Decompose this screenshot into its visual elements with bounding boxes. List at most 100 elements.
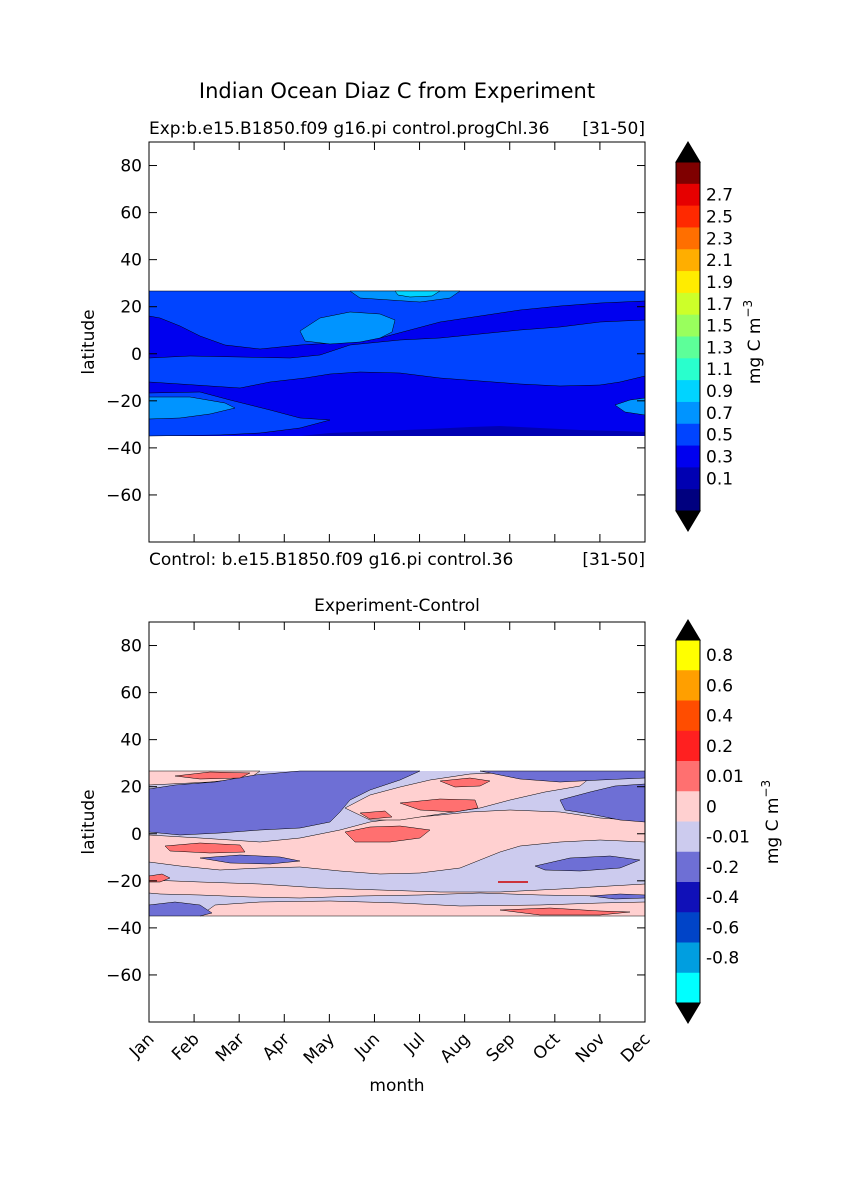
top-ylabel: latitude bbox=[79, 309, 99, 374]
p1-cbar-seg-3 bbox=[676, 227, 700, 250]
bottom-title: Experiment-Control bbox=[314, 596, 480, 616]
p2-ytick-label-5: −20 bbox=[106, 872, 142, 892]
bottom-field-strong-7 bbox=[499, 907, 631, 916]
p2-cbar-label-0: 0.8 bbox=[706, 646, 733, 666]
p2-ytick-label-4: 0 bbox=[131, 825, 142, 845]
p2-xtick-label-3: Apr bbox=[259, 1029, 294, 1064]
bottom-plot-frame bbox=[148, 621, 646, 1023]
p2-cbar-seg-1 bbox=[676, 670, 700, 701]
p2-cbar-label-7: -0.2 bbox=[706, 858, 739, 878]
top-field-se-max bbox=[614, 397, 645, 416]
bottom-field-neg-top bbox=[479, 770, 645, 783]
p1-ytick-label-4: 0 bbox=[131, 345, 142, 365]
p1-cbar-frame bbox=[675, 161, 701, 512]
p2-cbar-label-1: 0.6 bbox=[706, 676, 733, 696]
p2-cbar-seg-4 bbox=[676, 761, 700, 792]
figure-title: Indian Ocean Diaz C from Experiment bbox=[199, 79, 595, 103]
p2-xtick-label-5: Jun bbox=[350, 1029, 384, 1063]
p1-cbar-label-4: 1.9 bbox=[706, 273, 733, 293]
p1-cbar-seg-4 bbox=[676, 249, 700, 272]
p1-cbar-label-9: 0.9 bbox=[706, 382, 733, 402]
top-contour-field bbox=[149, 290, 645, 437]
p2-cbar-label-8: -0.4 bbox=[706, 888, 739, 908]
bottom-field-strong-8 bbox=[359, 810, 393, 820]
p2-xtick-label-9: Oct bbox=[529, 1029, 564, 1064]
p1-ytick-label-6: −40 bbox=[106, 439, 142, 459]
top-field-sw-max bbox=[149, 396, 236, 420]
bottom-colorbar: 0.8 0.6 0.4 0.2 0.01 0 -0.01 -0.2 -0.4 -0.6 -0.8 bbox=[675, 619, 750, 1024]
p2-cbar-label-6: -0.01 bbox=[706, 828, 750, 848]
bottom-field-pos-north2 bbox=[344, 771, 591, 821]
bottom-field-strong-2 bbox=[399, 798, 479, 813]
p1-cbar-label-13: 0.1 bbox=[706, 469, 733, 489]
p1-cbar-label-7: 1.3 bbox=[706, 338, 733, 358]
top-field-equator bbox=[149, 319, 645, 389]
p1-cbar-seg-11 bbox=[676, 401, 700, 425]
p2-xtick-label-0: Jan bbox=[125, 1029, 158, 1062]
bottom-field-strong-6 bbox=[149, 873, 171, 883]
bottom-field-neg-s1 bbox=[199, 854, 301, 865]
p1-cbar-under bbox=[675, 510, 701, 532]
bottom-field-neg-s3 bbox=[149, 901, 213, 917]
p1-ytick-label-5: −20 bbox=[106, 392, 142, 412]
p1-cbar-seg-10 bbox=[676, 380, 700, 403]
bottom-field-neg-s4 bbox=[589, 893, 645, 900]
p2-cbar-seg-3 bbox=[676, 730, 700, 762]
p2-xtick-label-7: Aug bbox=[437, 1029, 475, 1067]
p2-xtick-label-2: Mar bbox=[212, 1029, 249, 1066]
top-title-right: [31-50] bbox=[582, 119, 645, 139]
p2-cbar-seg-8 bbox=[676, 882, 700, 913]
p2-cbar-seg-10 bbox=[676, 942, 700, 974]
p1-cbar-seg-1 bbox=[676, 183, 700, 207]
bottom-field-strong-5 bbox=[174, 771, 251, 780]
p2-ytick-label-0: 80 bbox=[120, 637, 142, 657]
p2-xtick-label-4: May bbox=[300, 1029, 339, 1068]
p2-cbar-under bbox=[675, 1002, 701, 1024]
bottom-cbar-label: mg C m−3 bbox=[759, 780, 783, 864]
p2-ytick-label-6: −40 bbox=[106, 919, 142, 939]
top-panel: Exp:b.e15.B1850.f09 g16.pi control.progC… bbox=[79, 119, 765, 543]
p1-cbar-label-8: 1.1 bbox=[706, 360, 733, 380]
p1-cbar-label-1: 2.5 bbox=[706, 208, 733, 228]
p2-xtick-label-8: Sep bbox=[482, 1029, 519, 1066]
p2-xtick-label-1: Feb bbox=[168, 1029, 203, 1064]
p1-cbar-label-12: 0.3 bbox=[706, 447, 733, 467]
p1-cbar-label-5: 1.7 bbox=[706, 295, 733, 315]
p2-xtick-label-10: Nov bbox=[572, 1029, 610, 1067]
bottom-xlabel: month bbox=[369, 1076, 424, 1096]
p1-cbar-seg-8 bbox=[676, 336, 700, 359]
p1-cbar-over bbox=[675, 141, 701, 163]
p1-cbar-label-0: 2.7 bbox=[706, 186, 733, 206]
bottom-ylabel: latitude bbox=[79, 789, 99, 854]
p1-cbar-seg-6 bbox=[676, 292, 700, 316]
bottom-field-strong-1 bbox=[344, 825, 431, 843]
p1-ytick-label-2: 40 bbox=[120, 251, 142, 271]
p2-cbar-seg-6 bbox=[676, 821, 700, 853]
control-title-left: Control: b.e15.B1850.f09 g16.pi control.… bbox=[149, 550, 513, 570]
p1-ytick-label-7: −60 bbox=[106, 486, 142, 506]
p1-cbar-label-11: 0.5 bbox=[706, 426, 733, 446]
bottom-field-neg-ne bbox=[559, 783, 645, 823]
p2-ytick-label-2: 40 bbox=[120, 731, 142, 751]
p2-cbar-seg-9 bbox=[676, 912, 700, 943]
p1-cbar-seg-13 bbox=[676, 445, 700, 468]
p2-cbar-seg-0 bbox=[676, 640, 700, 671]
top-field-south-low bbox=[300, 426, 645, 436]
p1-cbar-label-3: 2.1 bbox=[706, 251, 733, 271]
p2-xtick-label-11: Dec bbox=[617, 1029, 654, 1066]
p2-cbar-over bbox=[675, 619, 701, 641]
top-y-axis: 80 60 40 20 0 −20 −40 −60 bbox=[106, 142, 646, 542]
top-cbar-label: mg C m−3 bbox=[741, 300, 765, 384]
p1-ytick-label-0: 80 bbox=[120, 157, 142, 177]
p1-cbar-label-10: 0.7 bbox=[706, 404, 733, 424]
p1-cbar-seg-9 bbox=[676, 358, 700, 381]
p1-cbar-seg-15 bbox=[676, 489, 700, 512]
p2-xtick-label-6: Jul bbox=[400, 1029, 429, 1058]
control-title-right: [31-50] bbox=[582, 550, 645, 570]
p2-ytick-label-7: −60 bbox=[106, 966, 142, 986]
p2-cbar-label-5: 0 bbox=[706, 797, 717, 817]
top-field-central-max bbox=[299, 311, 396, 345]
p2-cbar-seg-5 bbox=[676, 791, 700, 822]
p1-cbar-seg-12 bbox=[676, 423, 700, 447]
p2-cbar-seg-2 bbox=[676, 700, 700, 732]
